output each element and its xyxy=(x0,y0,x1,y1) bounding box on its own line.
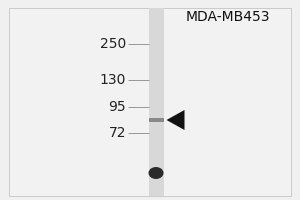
Text: 95: 95 xyxy=(108,100,126,114)
Bar xyxy=(148,8,164,196)
Text: MDA-MB453: MDA-MB453 xyxy=(186,10,271,24)
Text: 130: 130 xyxy=(100,73,126,87)
Text: 72: 72 xyxy=(109,126,126,140)
Bar xyxy=(148,118,164,122)
Text: 250: 250 xyxy=(100,37,126,51)
Polygon shape xyxy=(167,110,184,130)
Ellipse shape xyxy=(148,167,164,179)
